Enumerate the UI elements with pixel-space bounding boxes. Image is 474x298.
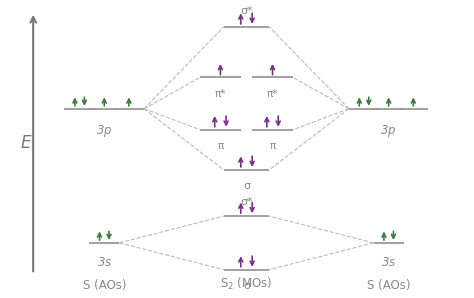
Text: σ: σ (243, 281, 250, 291)
Text: π*: π* (215, 89, 226, 99)
Text: π*: π* (267, 89, 278, 99)
Text: 3$p$: 3$p$ (381, 123, 397, 139)
Text: σ*: σ* (240, 196, 253, 207)
Text: π: π (217, 141, 224, 151)
Text: π: π (269, 141, 276, 151)
Text: S (AOs): S (AOs) (82, 279, 126, 292)
Text: σ*: σ* (240, 6, 253, 16)
Text: 3$s$: 3$s$ (381, 256, 396, 269)
Text: 3$s$: 3$s$ (97, 256, 112, 269)
Text: σ: σ (243, 181, 250, 191)
Text: S (AOs): S (AOs) (367, 279, 410, 292)
Text: E: E (21, 134, 31, 152)
Text: 3$p$: 3$p$ (96, 123, 112, 139)
Text: S$_2$ (MOs): S$_2$ (MOs) (220, 276, 273, 292)
